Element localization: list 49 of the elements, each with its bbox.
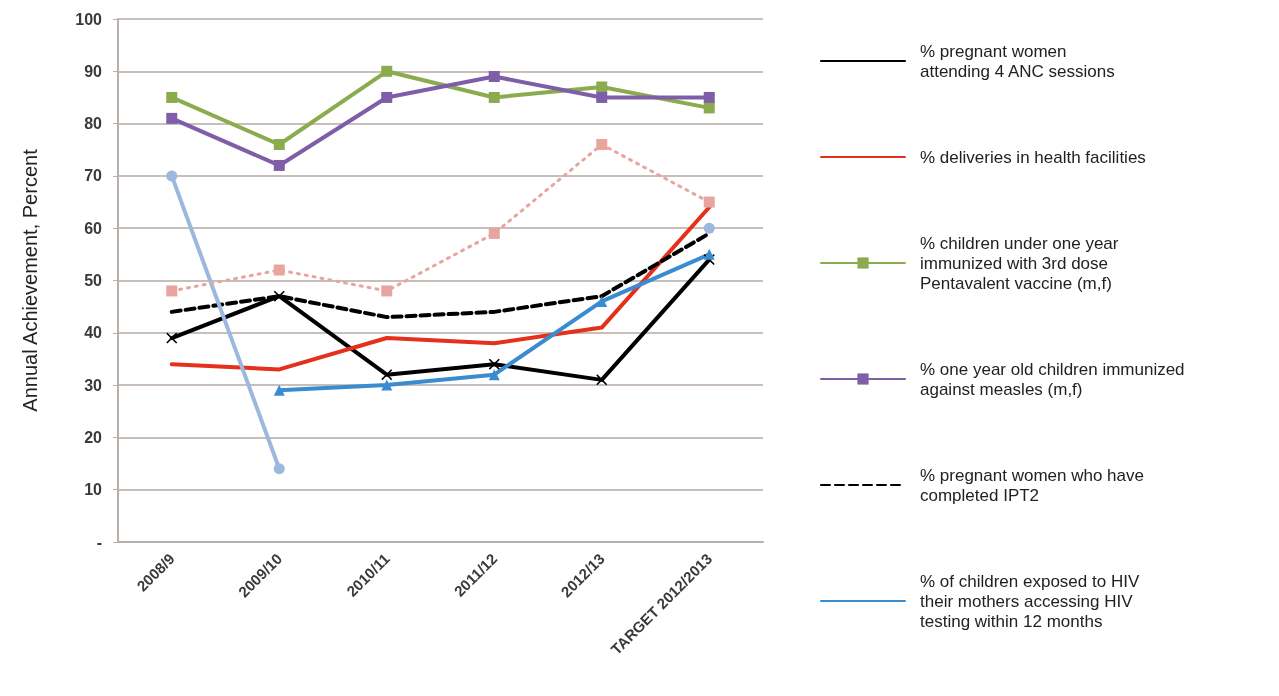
- point: [273, 384, 285, 396]
- point: [273, 463, 285, 475]
- y-tick-label: 30: [84, 376, 103, 394]
- legend-label: % deliveries in health facilities: [920, 147, 1146, 167]
- y-tick-label: 80: [84, 115, 103, 133]
- point: [166, 332, 178, 344]
- point: [381, 285, 393, 297]
- point: [596, 295, 608, 307]
- legend-label: % of children exposed to HIV their mothers accessing HIV testing within 12 months: [920, 571, 1140, 631]
- y-tick-label: 50: [84, 272, 103, 289]
- point: [488, 71, 500, 83]
- legend-label: % pregnant women attending 4 ANC sessions: [920, 41, 1115, 81]
- point: [273, 159, 285, 171]
- point: [596, 91, 608, 103]
- point: [488, 369, 500, 381]
- y-tick-label: 100: [75, 10, 103, 28]
- point: [166, 91, 178, 103]
- legend-label: % one year old children immunized against measles (m,f): [920, 359, 1185, 399]
- point: [488, 358, 500, 370]
- point: [488, 91, 500, 103]
- point: [273, 290, 285, 302]
- point: [596, 81, 608, 93]
- point: [381, 379, 393, 391]
- y-tick-label: 10: [84, 481, 103, 499]
- y-tick-label: 40: [84, 324, 103, 342]
- point: [381, 65, 393, 77]
- point: [273, 264, 285, 276]
- point: [596, 374, 608, 386]
- point: [166, 170, 178, 182]
- point: [703, 91, 715, 103]
- point: [703, 248, 715, 260]
- y-tick-label: 90: [84, 62, 103, 80]
- point: [703, 102, 715, 114]
- y-axis-title: Annual Achievement, Percent: [19, 148, 41, 412]
- point: [166, 285, 178, 297]
- point: [381, 369, 393, 381]
- y-tick-label: 70: [84, 167, 103, 185]
- legend-label: % children under one year immunized with 3rd dose Pentavalent vaccine (m,f): [920, 233, 1119, 293]
- point: [381, 91, 393, 103]
- point: [596, 139, 608, 151]
- y-tick-label: 60: [84, 219, 103, 237]
- point: [488, 227, 500, 239]
- point: [703, 196, 715, 208]
- point: [166, 112, 178, 124]
- legend-label: % pregnant women who have completed IPT2: [920, 465, 1144, 505]
- point: [703, 222, 715, 234]
- y-tick-label: 20: [84, 428, 103, 446]
- y-tick-label: -: [96, 533, 102, 551]
- point: [273, 139, 285, 151]
